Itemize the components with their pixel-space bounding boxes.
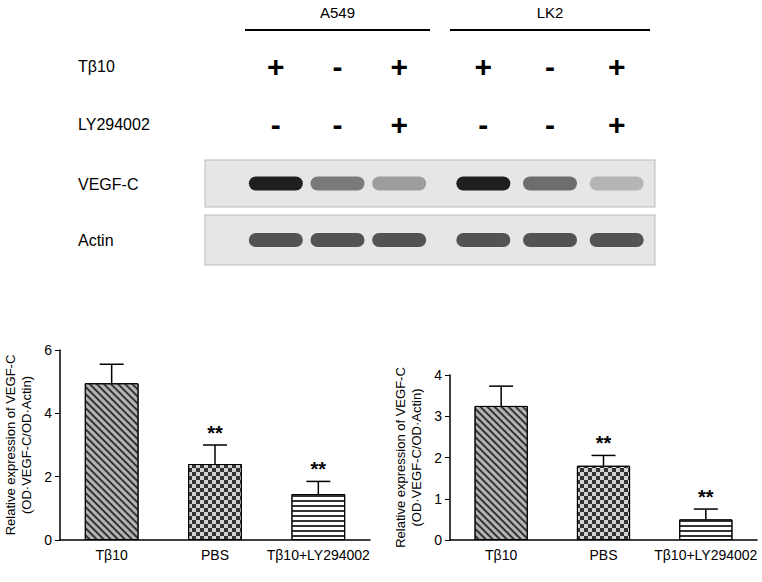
svg-text:Tβ10+LY294002: Tβ10+LY294002 — [654, 547, 757, 563]
svg-text:Relative expression of VEGF-C: Relative expression of VEGF-C — [393, 367, 408, 548]
svg-text:**: ** — [698, 486, 714, 508]
svg-text:A549: A549 — [320, 4, 355, 21]
svg-text:LY294002: LY294002 — [78, 116, 150, 133]
svg-text:4: 4 — [434, 367, 442, 383]
svg-text:+: + — [267, 50, 285, 83]
svg-text:+: + — [475, 50, 493, 83]
svg-text:-: - — [333, 50, 343, 83]
svg-text:**: ** — [207, 422, 223, 444]
svg-text:2: 2 — [44, 469, 52, 485]
svg-text:-: - — [545, 50, 555, 83]
svg-text:+: + — [390, 50, 408, 83]
svg-text:Tβ10: Tβ10 — [485, 547, 517, 563]
svg-text:-: - — [271, 108, 281, 141]
svg-text:1: 1 — [434, 491, 442, 507]
svg-text:Tβ10+LY294002: Tβ10+LY294002 — [267, 547, 370, 563]
svg-text:**: ** — [311, 458, 327, 480]
svg-text:2: 2 — [434, 450, 442, 466]
svg-text:PBS: PBS — [589, 547, 617, 563]
svg-text:LK2: LK2 — [537, 4, 564, 21]
svg-text:4: 4 — [44, 405, 52, 421]
svg-text:Tβ10: Tβ10 — [96, 547, 128, 563]
svg-text:3: 3 — [434, 408, 442, 424]
svg-text:Actin: Actin — [78, 232, 114, 249]
svg-text:**: ** — [596, 432, 612, 454]
svg-text:0: 0 — [434, 532, 442, 548]
svg-text:6: 6 — [44, 342, 52, 358]
svg-text:+: + — [608, 50, 626, 83]
svg-text:-: - — [545, 108, 555, 141]
svg-text:PBS: PBS — [201, 547, 229, 563]
svg-text:-: - — [478, 108, 488, 141]
svg-text:Tβ10: Tβ10 — [78, 58, 115, 75]
svg-text:+: + — [390, 108, 408, 141]
svg-text:Relative expression of VEGF-C: Relative expression of VEGF-C — [3, 355, 18, 536]
svg-text:VEGF-C: VEGF-C — [78, 176, 138, 193]
svg-text:0: 0 — [44, 532, 52, 548]
svg-text:-: - — [333, 108, 343, 141]
svg-text:(OD·VEGF-C/OD·Actin): (OD·VEGF-C/OD·Actin) — [409, 389, 424, 527]
svg-text:+: + — [608, 108, 626, 141]
svg-text:(OD·VEGF-C/OD·Actin): (OD·VEGF-C/OD·Actin) — [19, 376, 34, 514]
